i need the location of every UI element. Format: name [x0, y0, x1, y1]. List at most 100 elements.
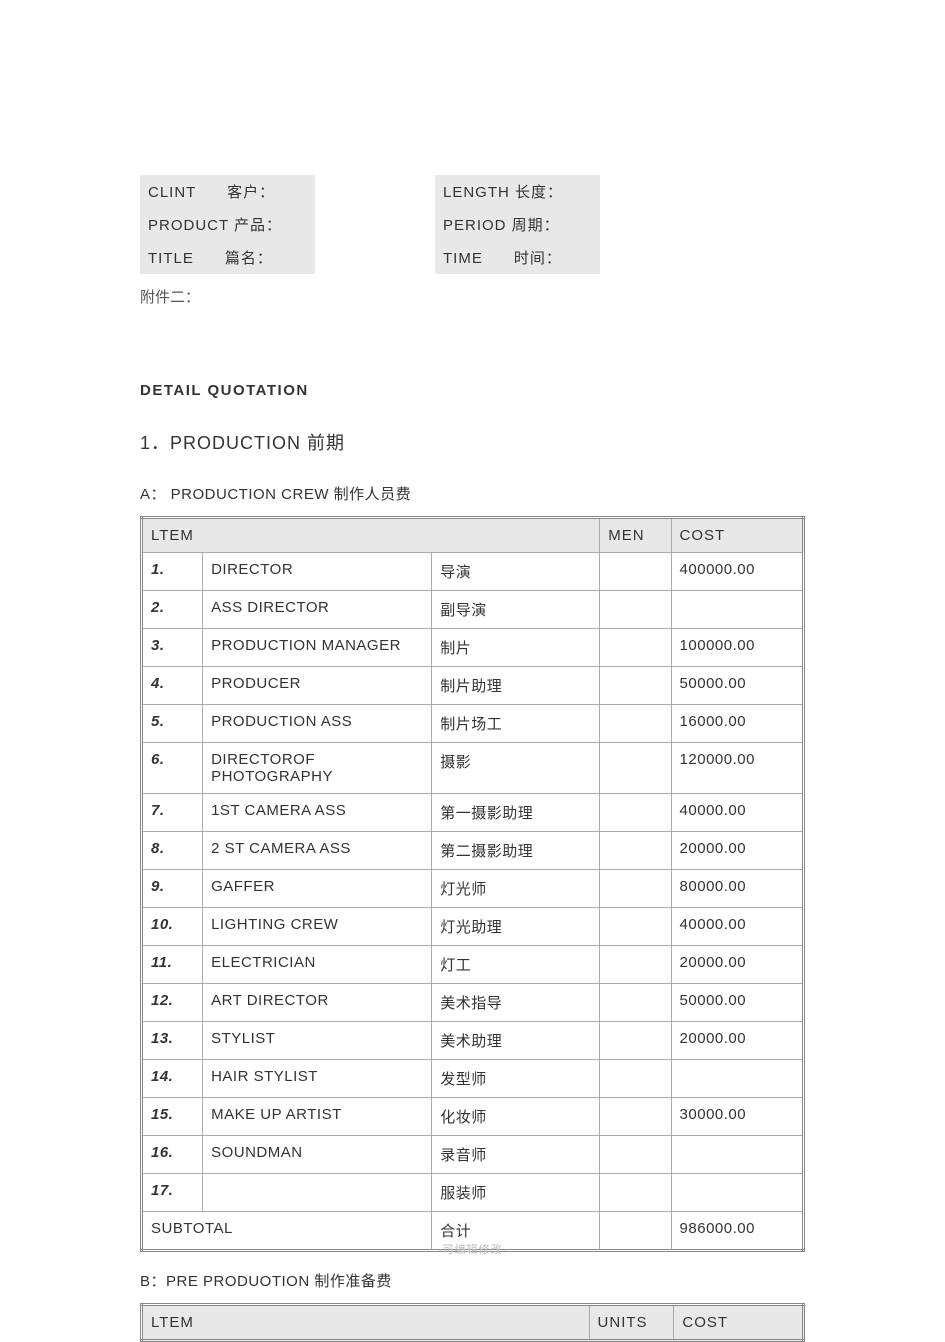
cell-men [600, 591, 671, 629]
cell-men [600, 908, 671, 946]
header-col-right: LENGTH 长度： PERIOD 周期： TIME 时间： [435, 175, 600, 274]
cell-cn: 发型师 [432, 1060, 600, 1098]
cell-men [600, 629, 671, 667]
table-row: 5.PRODUCTION ASS制片场工16000.00 [142, 705, 804, 743]
cell-num: 12. [142, 984, 203, 1022]
cell-num: 6. [142, 743, 203, 794]
cell-men [600, 984, 671, 1022]
footer-note: -可编辑修改- [0, 1241, 945, 1257]
cell-en: 1ST CAMERA ASS [203, 794, 432, 832]
cell-en: MAKE UP ARTIST [203, 1098, 432, 1136]
cell-men [600, 946, 671, 984]
cell-num: 2. [142, 591, 203, 629]
col-ltem: LTEM [142, 518, 600, 553]
table-row: 6.DIRECTOROF PHOTOGRAPHY摄影120000.00 [142, 743, 804, 794]
cell-num: 14. [142, 1060, 203, 1098]
cell-men [600, 870, 671, 908]
cell-cost [671, 1174, 803, 1212]
cell-cost: 400000.00 [671, 553, 803, 591]
cell-num: 5. [142, 705, 203, 743]
cell-en: 2 ST CAMERA ASS [203, 832, 432, 870]
cell-cn: 美术指导 [432, 984, 600, 1022]
table-row: 15.MAKE UP ARTIST化妆师30000.00 [142, 1098, 804, 1136]
field-title: TITLE 篇名： [140, 241, 315, 274]
cell-en: PRODUCTION ASS [203, 705, 432, 743]
section-b-title: B：PRE PRODUOTION 制作准备费 [140, 1270, 805, 1291]
cell-cn: 副导演 [432, 591, 600, 629]
cell-num: 15. [142, 1098, 203, 1136]
cell-num: 11. [142, 946, 203, 984]
cell-cost: 20000.00 [671, 946, 803, 984]
cell-men [600, 705, 671, 743]
page-content: CLINT 客户： PRODUCT 产品： TITLE 篇名： LENGTH 长… [0, 0, 945, 1342]
cell-num: 16. [142, 1136, 203, 1174]
cell-num: 13. [142, 1022, 203, 1060]
field-client: CLINT 客户： [140, 175, 315, 208]
cell-cost: 100000.00 [671, 629, 803, 667]
cell-men [600, 832, 671, 870]
cell-cn: 导演 [432, 553, 600, 591]
cell-en: PRODUCTION MANAGER [203, 629, 432, 667]
table-row: 10.LIGHTING CREW灯光助理 40000.00 [142, 908, 804, 946]
cell-cn: 灯光师 [432, 870, 600, 908]
cell-men [600, 1060, 671, 1098]
cell-cn: 灯光助理 [432, 908, 600, 946]
section-1-title: 1．PRODUCTION 前期 [140, 429, 805, 455]
cell-cost: 80000.00 [671, 870, 803, 908]
table-production-crew: LTEM MEN COST 1.DIRECTOR导演400000.002.ASS… [140, 516, 805, 1252]
cell-en: ART DIRECTOR [203, 984, 432, 1022]
cell-cn: 服装师 [432, 1174, 600, 1212]
cell-cost [671, 591, 803, 629]
cell-cn: 制片助理 [432, 667, 600, 705]
cell-num: 7. [142, 794, 203, 832]
table-row: 1.DIRECTOR导演 400000.00 [142, 553, 804, 591]
cell-cn: 第二摄影助理 [432, 832, 600, 870]
table-b-header-row: LTEM UNITS COST [142, 1305, 804, 1341]
table-row: 2.ASS DIRECTOR副导演 [142, 591, 804, 629]
table-pre-production: LTEM UNITS COST [140, 1303, 805, 1342]
cell-en: ELECTRICIAN [203, 946, 432, 984]
table-row: 16.SOUNDMAN录音师 [142, 1136, 804, 1174]
header-col-left: CLINT 客户： PRODUCT 产品： TITLE 篇名： [140, 175, 315, 274]
cell-cost: 20000.00 [671, 832, 803, 870]
cell-en: LIGHTING CREW [203, 908, 432, 946]
table-row: 17.服装师 [142, 1174, 804, 1212]
col-cost-b: COST [674, 1305, 804, 1341]
table-row: 3.PRODUCTION MANAGER制片100000.00 [142, 629, 804, 667]
detail-quotation-title: DETAIL QUOTATION [140, 382, 805, 399]
field-product: PRODUCT 产品： [140, 208, 315, 241]
cell-en: ASS DIRECTOR [203, 591, 432, 629]
cell-cost [671, 1136, 803, 1174]
cell-en: DIRECTOR [203, 553, 432, 591]
cell-men [600, 1136, 671, 1174]
cell-cost: 30000.00 [671, 1098, 803, 1136]
cell-men [600, 794, 671, 832]
table-row: 7.1ST CAMERA ASS第一摄影助理40000.00 [142, 794, 804, 832]
cell-cost: 40000.00 [671, 908, 803, 946]
header-info: CLINT 客户： PRODUCT 产品： TITLE 篇名： LENGTH 长… [140, 175, 805, 274]
cell-cost: 50000.00 [671, 667, 803, 705]
field-period: PERIOD 周期： [435, 208, 600, 241]
col-cost: COST [671, 518, 803, 553]
cell-men [600, 743, 671, 794]
cell-cost: 120000.00 [671, 743, 803, 794]
cell-en: HAIR STYLIST [203, 1060, 432, 1098]
cell-en [203, 1174, 432, 1212]
field-length: LENGTH 长度： [435, 175, 600, 208]
cell-en: GAFFER [203, 870, 432, 908]
section-a-title: A： PRODUCTION CREW 制作人员费 [140, 483, 805, 504]
cell-num: 3. [142, 629, 203, 667]
cell-num: 1. [142, 553, 203, 591]
col-units-b: UNITS [589, 1305, 674, 1341]
cell-cn: 美术助理 [432, 1022, 600, 1060]
table-row: 4.PRODUCER制片助理50000.00 [142, 667, 804, 705]
cell-cn: 录音师 [432, 1136, 600, 1174]
cell-num: 10. [142, 908, 203, 946]
cell-men [600, 1022, 671, 1060]
cell-men [600, 1098, 671, 1136]
cell-men [600, 1174, 671, 1212]
table-row: 9.GAFFER灯光师80000.00 [142, 870, 804, 908]
table-header-row: LTEM MEN COST [142, 518, 804, 553]
table-row: 8.2 ST CAMERA ASS第二摄影助理20000.00 [142, 832, 804, 870]
table-row: 12.ART DIRECTOR美术指导50000.00 [142, 984, 804, 1022]
